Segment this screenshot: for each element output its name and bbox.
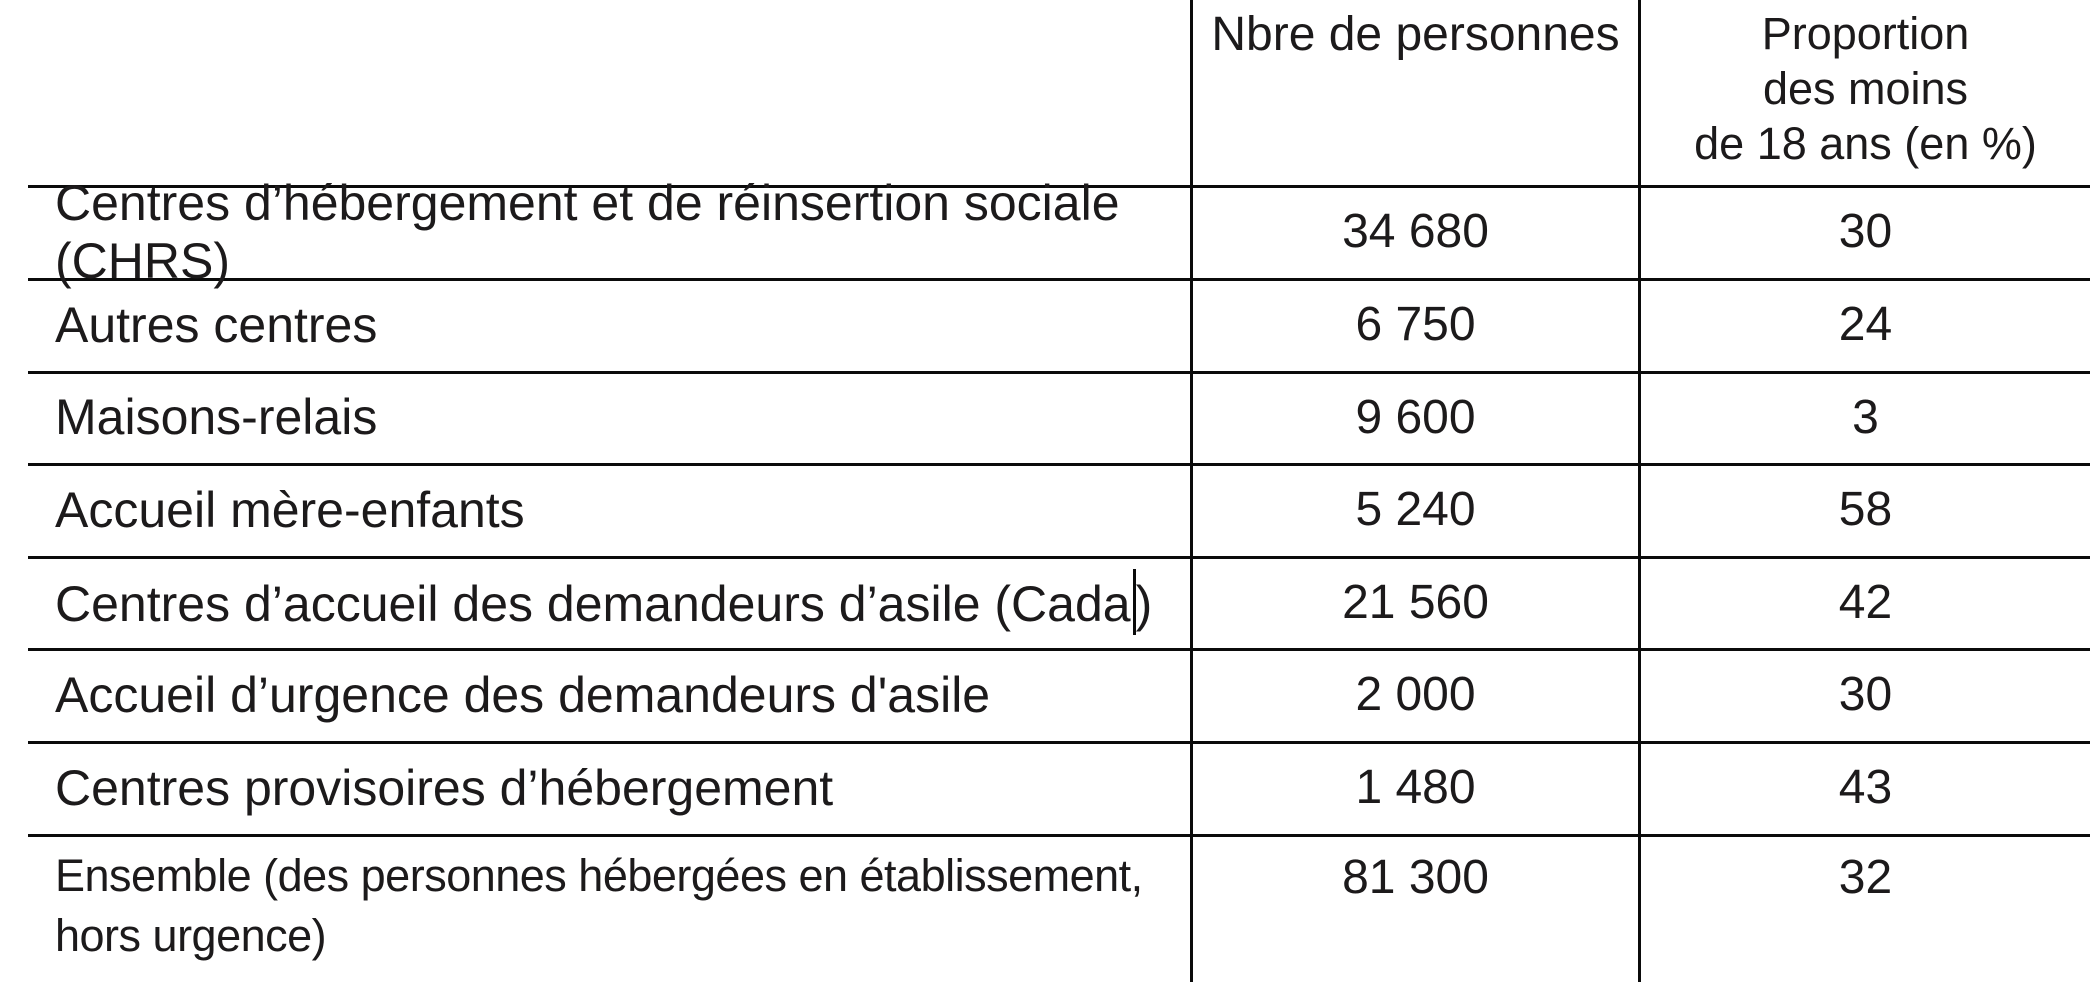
row-divider: [28, 834, 2090, 837]
row-label-text: Centres d’hébergement et de réinsertion …: [55, 174, 1120, 289]
row-label-before-caret: Centres d’accueil des demandeurs d’asile…: [55, 576, 1131, 632]
table-row: Maisons-relais 9 600 3: [0, 371, 2090, 463]
row-divider: [28, 648, 2090, 651]
row-label-text: Autres centres: [55, 296, 378, 353]
row-divider: [28, 556, 2090, 559]
table-row: Centres d’hébergement et de réinsertion …: [0, 175, 2090, 289]
row-divider: [28, 741, 2090, 744]
proportion-value[interactable]: 30: [1838, 668, 1893, 721]
persons-count-value[interactable]: 9 600: [1355, 390, 1476, 444]
row-label-text: Accueil mère-enfants: [55, 481, 525, 538]
row-divider: [28, 278, 2090, 281]
persons-count-value[interactable]: 2 000: [1355, 668, 1476, 721]
column-divider-persons: [1190, 0, 1193, 982]
proportion-value[interactable]: 43: [1838, 761, 1893, 814]
row-label-text: Centres d’accueil des demandeurs d’asile…: [55, 569, 1152, 635]
row-label-line2: hors urgence): [55, 910, 327, 961]
header-proportion-under18[interactable]: Proportion des moins de 18 ans (en %): [1641, 6, 2090, 171]
row-label[interactable]: Autres centres: [55, 278, 1165, 371]
row-divider: [28, 185, 2090, 188]
table-row: Accueil mère-enfants 5 240 58: [0, 463, 2090, 556]
row-label-line1: Ensemble (des personnes hébergées en éta…: [55, 850, 1143, 901]
proportion-value[interactable]: 24: [1838, 298, 1893, 351]
proportion-value[interactable]: 3: [1852, 390, 1879, 444]
persons-count-value[interactable]: 6 750: [1355, 298, 1476, 351]
table-row: Autres centres 6 750 24: [0, 278, 2090, 371]
column-divider-proportion: [1638, 0, 1641, 982]
header-persons-count[interactable]: Nbre de personnes: [1211, 8, 1620, 61]
persons-count-value[interactable]: 81 300: [1342, 851, 1489, 904]
row-label[interactable]: Centres provisoires d’hébergement: [55, 741, 1165, 834]
row-divider: [28, 371, 2090, 374]
row-label[interactable]: Maisons-relais: [55, 371, 1165, 463]
row-label[interactable]: Centres d’accueil des demandeurs d’asile…: [55, 556, 1165, 648]
row-label-text: Ensemble (des personnes hébergées en éta…: [55, 846, 1143, 966]
header-proportion-line2: des moins: [1762, 63, 1969, 114]
row-label[interactable]: Centres d’hébergement et de réinsertion …: [55, 175, 1165, 289]
proportion-value[interactable]: 32: [1838, 851, 1893, 904]
persons-count-value[interactable]: 34 680: [1342, 205, 1489, 258]
row-label[interactable]: Ensemble (des personnes hébergées en éta…: [55, 834, 1165, 982]
row-label-text: Maisons-relais: [55, 389, 378, 445]
persons-count-value[interactable]: 1 480: [1355, 761, 1476, 814]
header-proportion-line1: Proportion: [1761, 8, 1970, 59]
persons-count-value[interactable]: 5 240: [1355, 483, 1476, 536]
persons-count-value[interactable]: 21 560: [1342, 575, 1489, 629]
row-label-text: Centres provisoires d’hébergement: [55, 759, 834, 816]
proportion-value[interactable]: 42: [1838, 575, 1893, 629]
proportion-value[interactable]: 30: [1838, 205, 1893, 258]
row-label[interactable]: Accueil d’urgence des demandeurs d'asile: [55, 648, 1165, 741]
table-row-total: Ensemble (des personnes hébergées en éta…: [0, 834, 2090, 982]
row-label[interactable]: Accueil mère-enfants: [55, 463, 1165, 556]
table-row: Centres d’accueil des demandeurs d’asile…: [0, 556, 2090, 648]
table-row: Accueil d’urgence des demandeurs d'asile…: [0, 648, 2090, 741]
table-row: Centres provisoires d’hébergement 1 480 …: [0, 741, 2090, 834]
row-label-text: Accueil d’urgence des demandeurs d'asile: [55, 666, 991, 723]
row-label-after-caret: ): [1135, 576, 1153, 632]
header-proportion-line3: de 18 ans (en %): [1694, 118, 2037, 169]
proportion-value[interactable]: 58: [1838, 483, 1893, 536]
row-divider: [28, 463, 2090, 466]
text-cursor: [1132, 569, 1136, 635]
